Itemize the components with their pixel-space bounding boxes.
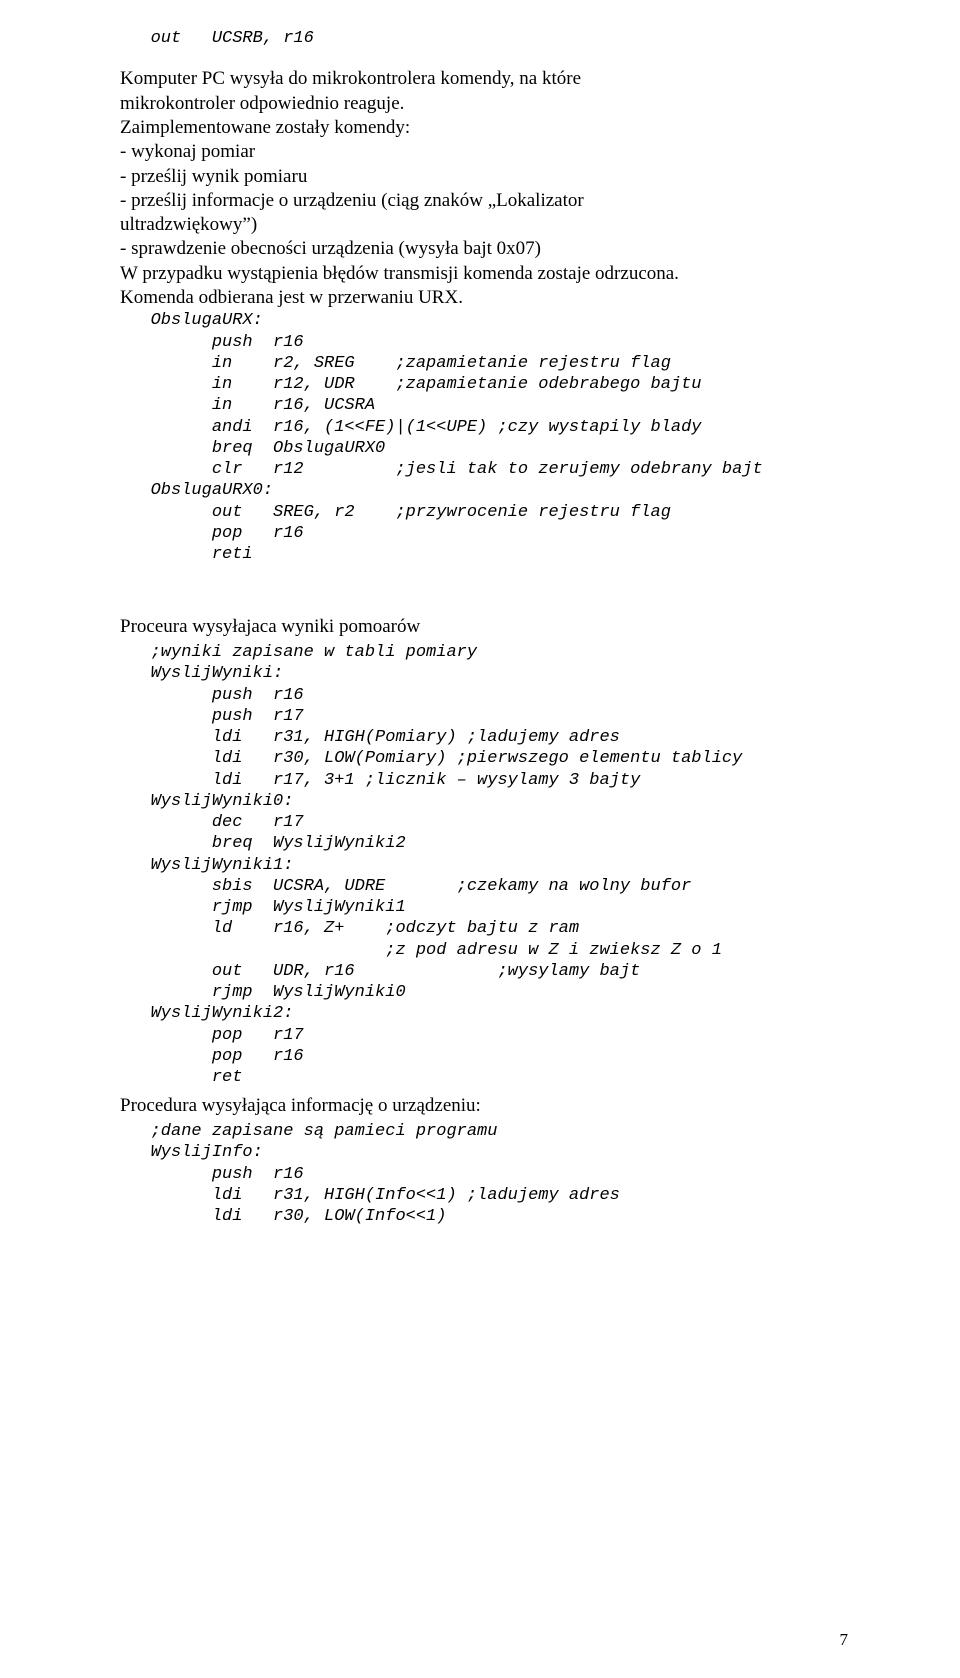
paragraph-line: - prześlij wynik pomiaru bbox=[120, 165, 848, 189]
page-number: 7 bbox=[840, 1630, 849, 1650]
section-title-2: Proceura wysyłajaca wyniki pomoarów bbox=[120, 615, 848, 640]
paragraph-line: - prześlij informacje o urządzeniu (ciąg… bbox=[120, 189, 848, 213]
paragraph-line: - sprawdzenie obecności urządzenia (wysy… bbox=[120, 237, 848, 261]
section-title-3: Procedura wysyłająca informację o urządz… bbox=[120, 1094, 848, 1119]
spacer bbox=[120, 49, 848, 67]
paragraph-line: W przypadku wystąpienia błędów transmisj… bbox=[120, 262, 848, 286]
code-block-3: ;dane zapisane są pamieci programu Wysli… bbox=[120, 1121, 848, 1227]
paragraph-line: mikrokontroler odpowiednio reaguje. bbox=[120, 92, 848, 116]
paragraph-line: Zaimplementowane zostały komendy: bbox=[120, 116, 848, 140]
code-top: out UCSRB, r16 bbox=[120, 28, 848, 49]
spacer bbox=[120, 565, 848, 593]
document-page: out UCSRB, r16 Komputer PC wysyła do mik… bbox=[0, 0, 960, 1678]
code-block-1: ObslugaURX: push r16 in r2, SREG ;zapami… bbox=[120, 310, 848, 565]
paragraph-line: Komenda odbierana jest w przerwaniu URX. bbox=[120, 286, 848, 310]
code-block-2: ;wyniki zapisane w tabli pomiary WyslijW… bbox=[120, 642, 848, 1088]
paragraph-line: Komputer PC wysyła do mikrokontrolera ko… bbox=[120, 67, 848, 91]
paragraph-line: ultradzwiękowy”) bbox=[120, 213, 848, 237]
paragraph-line: - wykonaj pomiar bbox=[120, 140, 848, 164]
